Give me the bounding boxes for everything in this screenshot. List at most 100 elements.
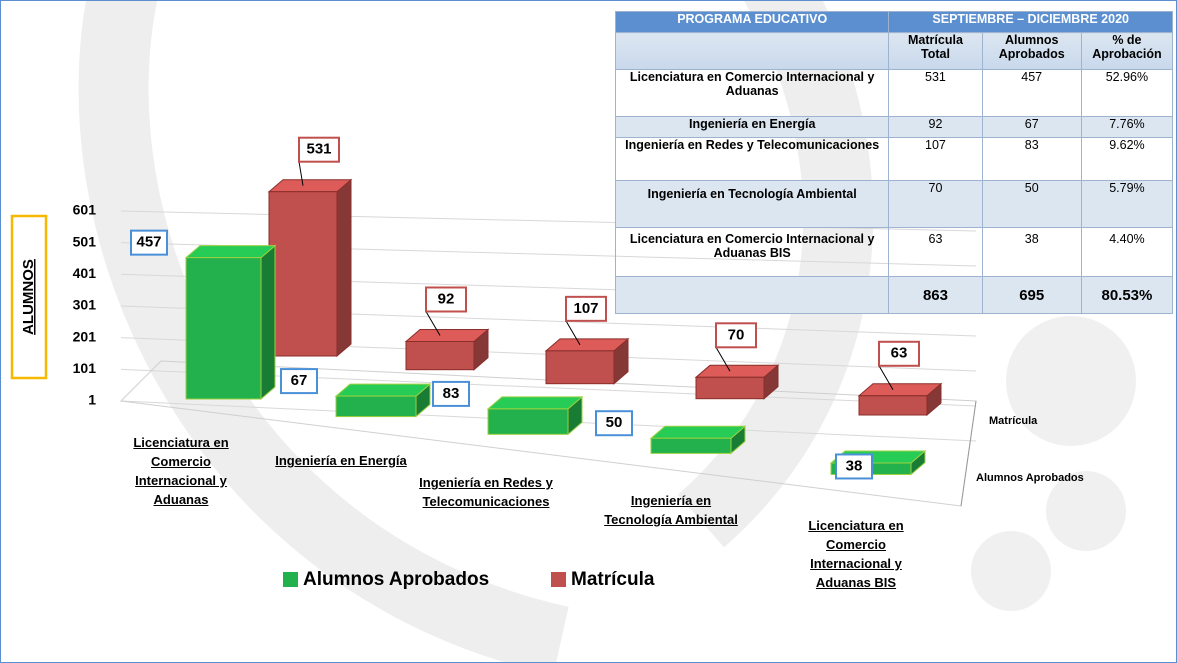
- y-tick-label: 101: [73, 360, 97, 376]
- bar-front: [545, 350, 615, 385]
- bar: [694, 364, 780, 400]
- table-row: 863 695 80.53%: [614, 276, 1174, 314]
- bar-top: [857, 383, 943, 397]
- leader: [715, 347, 731, 372]
- legend-swatch: [551, 572, 566, 587]
- x-tick-label: Ingeniería en Redes y Telecomunicaciones: [419, 475, 553, 509]
- table-cell: 63: [888, 227, 983, 277]
- bar-top: [334, 383, 432, 397]
- bar: [544, 337, 630, 385]
- bar-side: [260, 244, 276, 401]
- bar-top: [486, 396, 584, 410]
- table-cell: 457: [981, 69, 1082, 117]
- bar-front: [487, 408, 569, 435]
- table-cell: 67: [981, 116, 1082, 138]
- table-cell: Matrícula Total: [888, 32, 983, 70]
- x-tick-label: Ingeniería en Tecnología Ambiental: [604, 493, 738, 527]
- bar-front: [335, 395, 417, 418]
- bar-top: [184, 245, 277, 259]
- label-box: [425, 286, 467, 313]
- bar-front: [185, 257, 262, 400]
- leader: [565, 320, 581, 346]
- table-cell: Ingeniería en Tecnología Ambiental: [614, 180, 890, 228]
- data-label: 67: [291, 372, 308, 389]
- leader: [298, 161, 304, 186]
- label-box: [715, 322, 757, 349]
- watermark-circle: [1046, 471, 1126, 551]
- data-label: 63: [891, 345, 908, 362]
- table-cell: 83: [981, 137, 1082, 181]
- y-tick-label: 401: [73, 265, 97, 281]
- table-cell: 5.79%: [1080, 180, 1174, 228]
- table-cell: 7.76%: [1080, 116, 1174, 138]
- depth-axis: [960, 400, 977, 507]
- bar-front: [650, 437, 732, 454]
- table-cell: 4.40%: [1080, 227, 1174, 277]
- x-tick-label: Licenciatura en Comercio Internacional y…: [133, 435, 229, 507]
- bar: [404, 328, 490, 371]
- data-label: 38: [846, 457, 863, 474]
- bar-top: [649, 425, 747, 439]
- table-cell: 531: [888, 69, 983, 117]
- table-row: Licenciatura en Comercio Internacional y…: [614, 227, 1174, 277]
- table-cell: 92: [888, 116, 983, 138]
- leader: [878, 365, 894, 391]
- bar-top: [404, 328, 490, 342]
- data-label: 70: [728, 326, 745, 343]
- table-cell: 9.62%: [1080, 137, 1174, 181]
- bar-top: [544, 338, 630, 352]
- bar-front: [405, 340, 475, 371]
- y-tick-label: 601: [73, 202, 97, 218]
- table-cell: 107: [888, 137, 983, 181]
- legend-label: Matrícula: [571, 569, 655, 590]
- table-row: PROGRAMA EDUCATIVO SEPTIEMBRE – DICIEMBRE…: [614, 11, 1173, 33]
- table-row: Licenciatura en Comercio Internacional y…: [614, 69, 1174, 117]
- table-cell: 80.53%: [1080, 276, 1174, 314]
- bar: [486, 395, 584, 436]
- label-box: [878, 340, 920, 367]
- table-cell: Alumnos Aprobados: [981, 32, 1082, 70]
- data-label: 83: [443, 385, 460, 402]
- table-row: Ingeniería en Energía 92 67 7.76%: [614, 116, 1174, 138]
- depth-label: Matrícula: [989, 415, 1038, 427]
- watermark-arc: [78, 1, 569, 662]
- table-cell: 38: [981, 227, 1082, 277]
- y-tick-label: 301: [73, 297, 97, 313]
- table-cell: 70: [888, 180, 983, 228]
- table-cell: Licenciatura en Comercio Internacional y…: [614, 227, 890, 277]
- data-label: 50: [606, 414, 623, 431]
- bar-top: [267, 179, 353, 193]
- table-cell: [614, 276, 890, 314]
- y-tick-label: 201: [73, 328, 97, 344]
- data-label: 531: [306, 141, 331, 158]
- bar-top: [694, 364, 780, 378]
- x-tick-label: Ingeniería en Energía: [275, 453, 407, 468]
- y-axis-label: ALUMNOS: [20, 259, 37, 335]
- table-row: Ingeniería en Tecnología Ambiental 70 50 5.…: [614, 180, 1174, 228]
- bar-front: [268, 191, 338, 357]
- bar: [334, 383, 432, 418]
- y-tick-label: 1: [88, 392, 96, 408]
- data-label: 92: [438, 290, 455, 307]
- bar: [267, 178, 353, 358]
- bar-front: [858, 395, 928, 416]
- table-cell: 52.96%: [1080, 69, 1174, 117]
- legend-swatch: [283, 572, 298, 587]
- table: PROGRAMA EDUCATIVO SEPTIEMBRE – DICIEMBRE…: [614, 11, 1174, 314]
- label-box: [432, 380, 470, 407]
- legend-label: Alumnos Aprobados: [303, 569, 489, 590]
- bar: [184, 244, 277, 401]
- axis-label-box: [10, 214, 48, 380]
- data-label: 107: [573, 300, 598, 317]
- table-cell: 695: [981, 276, 1082, 314]
- bar: [649, 425, 747, 455]
- table-cell: [614, 32, 890, 70]
- label-box: [565, 295, 607, 322]
- depth-label: Alumnos Aprobados: [976, 472, 1084, 484]
- label-box: [130, 229, 168, 256]
- table-cell: Licenciatura en Comercio Internacional y…: [614, 69, 890, 117]
- bar: [857, 382, 943, 417]
- y-tick-label: 501: [73, 233, 97, 249]
- bar-side: [336, 178, 352, 358]
